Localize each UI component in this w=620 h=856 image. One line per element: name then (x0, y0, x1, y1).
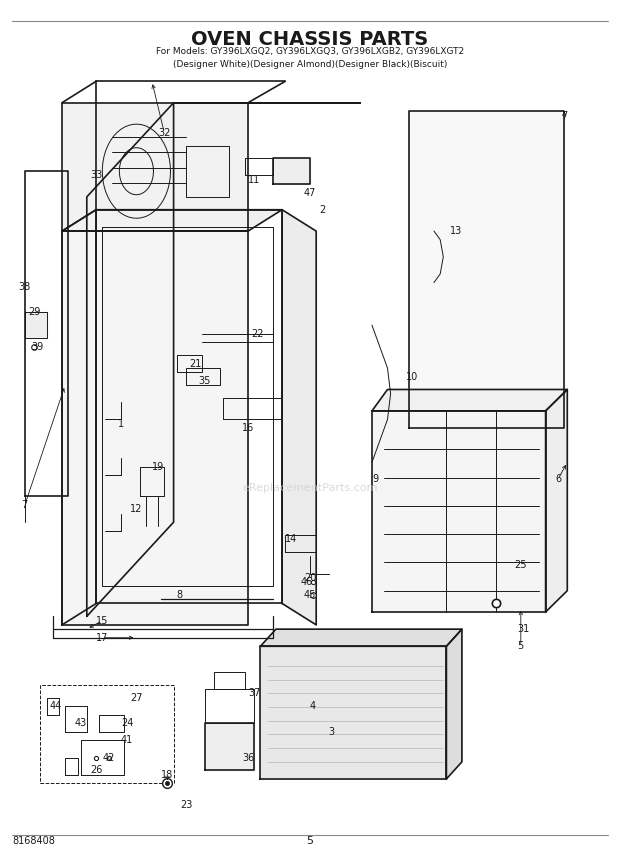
Polygon shape (62, 210, 96, 625)
Text: 10: 10 (406, 372, 419, 382)
Text: 17: 17 (96, 633, 108, 643)
Text: 29: 29 (28, 307, 40, 318)
Text: 20: 20 (304, 573, 316, 583)
Text: 6: 6 (555, 474, 561, 484)
Text: 11: 11 (248, 175, 260, 185)
Polygon shape (62, 231, 248, 625)
Text: 45: 45 (304, 590, 316, 600)
Text: 19: 19 (152, 461, 164, 472)
Text: 43: 43 (74, 718, 87, 728)
Text: 36: 36 (242, 752, 254, 763)
Polygon shape (273, 158, 310, 184)
Text: 24: 24 (121, 718, 133, 728)
Polygon shape (260, 629, 462, 646)
Polygon shape (260, 646, 446, 779)
Text: 32: 32 (158, 128, 170, 138)
Text: 41: 41 (121, 735, 133, 746)
Polygon shape (282, 210, 316, 625)
Text: 46: 46 (301, 577, 313, 587)
Polygon shape (372, 411, 546, 612)
Text: 33: 33 (90, 170, 102, 181)
Polygon shape (25, 312, 46, 338)
Text: 9: 9 (372, 474, 378, 484)
Text: (Designer White)(Designer Almond)(Designer Black)(Biscuit): (Designer White)(Designer Almond)(Design… (173, 60, 447, 69)
Text: eReplacementParts.com: eReplacementParts.com (242, 483, 378, 493)
Text: 23: 23 (180, 800, 192, 810)
Text: 21: 21 (189, 359, 202, 369)
Text: 27: 27 (130, 693, 143, 703)
Text: 14: 14 (285, 534, 298, 544)
Polygon shape (62, 103, 248, 231)
Text: 8168408: 8168408 (12, 835, 55, 846)
Text: 38: 38 (19, 282, 31, 292)
Text: 12: 12 (130, 504, 143, 514)
Text: 4: 4 (310, 701, 316, 711)
Text: 26: 26 (90, 765, 102, 776)
Polygon shape (205, 723, 254, 770)
Text: 5: 5 (518, 641, 524, 651)
Text: 47: 47 (304, 187, 316, 198)
Text: 42: 42 (102, 752, 115, 763)
Text: 25: 25 (515, 560, 527, 570)
Polygon shape (446, 629, 462, 779)
Text: 1: 1 (118, 419, 124, 429)
Text: 37: 37 (248, 688, 260, 698)
Text: 31: 31 (518, 624, 530, 634)
Text: 3: 3 (329, 727, 335, 737)
Text: 8: 8 (177, 590, 183, 600)
Text: 39: 39 (31, 342, 43, 352)
Text: 13: 13 (450, 226, 462, 236)
Text: 2: 2 (319, 205, 326, 215)
Text: 16: 16 (242, 423, 254, 433)
Text: For Models: GY396LXGQ2, GY396LXGQ3, GY396LXGB2, GY396LXGT2: For Models: GY396LXGQ2, GY396LXGQ3, GY39… (156, 47, 464, 56)
Text: 35: 35 (198, 376, 211, 386)
Text: 22: 22 (251, 329, 264, 339)
Polygon shape (546, 389, 567, 612)
Text: 5: 5 (306, 835, 314, 846)
Text: 18: 18 (161, 770, 174, 780)
Polygon shape (409, 111, 564, 428)
Text: 7: 7 (561, 110, 567, 121)
Text: 15: 15 (96, 615, 108, 626)
Text: 7: 7 (22, 500, 28, 510)
Text: 44: 44 (50, 701, 62, 711)
Polygon shape (372, 389, 567, 411)
Polygon shape (62, 210, 282, 231)
Text: OVEN CHASSIS PARTS: OVEN CHASSIS PARTS (192, 30, 428, 49)
